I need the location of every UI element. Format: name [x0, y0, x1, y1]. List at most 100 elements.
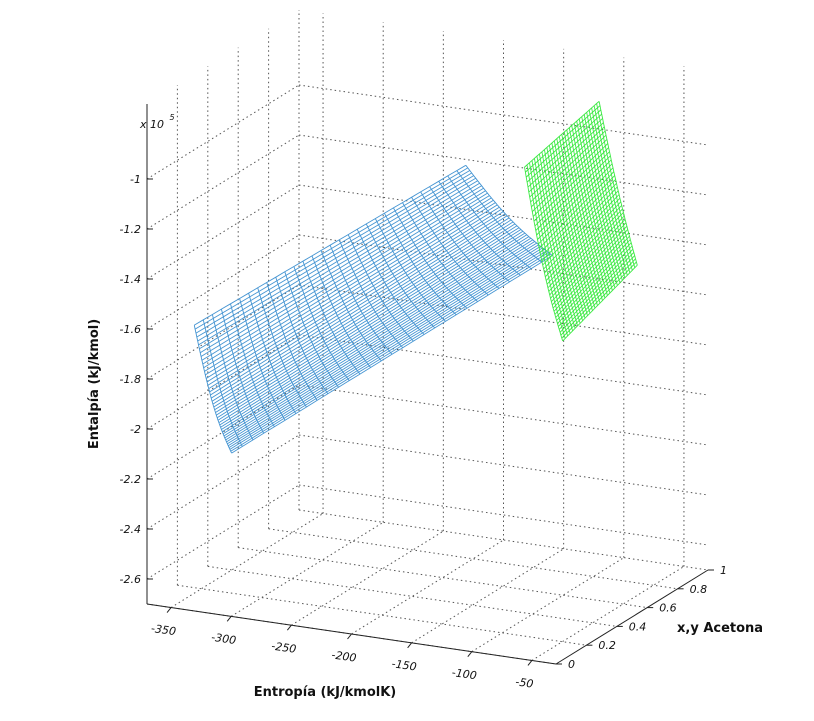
- grid-line: [531, 566, 685, 661]
- surface-mesh-line: [393, 207, 468, 309]
- surface-mesh-line: [593, 105, 633, 271]
- surface-mesh-line: [591, 107, 631, 273]
- grid-line: [146, 484, 300, 580]
- surface-mesh-line: [230, 303, 275, 427]
- x-tick-label: -200: [331, 648, 358, 664]
- surface-mesh-line: [293, 266, 350, 381]
- surface-mesh-line: [311, 255, 371, 368]
- grid-line: [146, 434, 300, 530]
- grid-line: [146, 284, 300, 380]
- surface-mesh-line: [384, 212, 457, 316]
- surface-mesh-line: [538, 153, 579, 326]
- grid-line: [146, 384, 300, 480]
- surface-mesh-line: [576, 121, 616, 289]
- grid-lines: [146, 10, 709, 665]
- surface-mesh-line: [543, 149, 584, 321]
- x-tick-mark: [286, 624, 292, 631]
- surface-mesh-line: [420, 191, 500, 289]
- surface-mesh-line: [598, 101, 638, 266]
- surface-mesh-line: [556, 138, 596, 309]
- surface-mesh-line: [578, 118, 618, 286]
- grid-line: [291, 530, 444, 626]
- surface-mesh-line: [566, 129, 606, 299]
- y-tick-label: 0.6: [659, 602, 677, 615]
- grid-line: [351, 539, 504, 635]
- z-tick-label: -1: [130, 173, 141, 186]
- surface-mesh-line: [338, 239, 404, 348]
- y-tick-label: 1: [720, 564, 727, 577]
- surface-mesh-line: [568, 127, 608, 296]
- surfaces: [193, 101, 638, 454]
- surface-1: [193, 164, 553, 454]
- grid-line: [298, 334, 709, 396]
- surface-mesh-line: [347, 234, 414, 342]
- grid-line: [238, 547, 648, 609]
- surface-mesh-line: [548, 145, 588, 316]
- grid-line: [471, 557, 625, 653]
- grid-line: [230, 521, 384, 617]
- y-tick-label: 0.4: [629, 620, 647, 633]
- surface-mesh-line: [546, 147, 586, 319]
- x-tick-mark: [467, 651, 473, 657]
- surface-mesh-line: [456, 170, 542, 263]
- surface-mesh-line: [239, 298, 286, 421]
- z-tick-label: -1.4: [120, 273, 141, 286]
- surface-mesh-line: [524, 167, 564, 342]
- grid-line: [298, 234, 709, 296]
- surface-mesh-line: [266, 282, 318, 401]
- y-tick-label: 0: [568, 658, 575, 671]
- surface-mesh-line: [374, 218, 446, 322]
- surface-mesh-line: [586, 112, 626, 278]
- z-axis-label: Entalpía (kJ/kmol): [87, 319, 102, 449]
- surface-2: [524, 101, 638, 342]
- z-tick-label: -1.8: [120, 373, 141, 386]
- tick-labels: -350 -300 -250 -200 -150 -100 -50 0 0.2 0.4 0.6 0.8…: [120, 173, 727, 691]
- surface-mesh-line: [529, 162, 569, 337]
- z-multiplier-label: x 10 5: [139, 113, 175, 131]
- surface-mesh-line: [320, 250, 382, 362]
- axes: [146, 104, 714, 666]
- z-tick-label: -1.6: [120, 323, 141, 336]
- x-axis-label: Entropía (kJ/kmolK): [254, 685, 397, 700]
- z-multiplier-exponent: 5: [170, 113, 175, 122]
- surface-mesh-line: [220, 308, 265, 434]
- surface-mesh-line: [438, 181, 521, 276]
- grid-line: [207, 565, 617, 627]
- z-tick-label: -2.4: [120, 523, 141, 536]
- surface-mesh-line: [402, 202, 478, 302]
- x-tick-mark: [226, 616, 232, 622]
- grid-line: [146, 234, 300, 330]
- surface-mesh-line: [596, 103, 636, 268]
- grid-line: [298, 134, 709, 196]
- surface-mesh-line: [583, 114, 623, 281]
- surface-mesh-line: [302, 261, 361, 375]
- grid-line: [298, 84, 709, 146]
- surface-mesh-line: [411, 197, 489, 296]
- surface-mesh-line: [447, 175, 532, 270]
- surface-mesh-line: [329, 245, 393, 355]
- grid-line: [298, 184, 709, 246]
- surface-mesh-line: [588, 110, 628, 276]
- surface-mesh-line: [248, 293, 297, 414]
- x-tick-label: -350: [150, 622, 177, 638]
- x-tick-label: -150: [391, 657, 418, 673]
- surface-mesh-line: [551, 142, 591, 314]
- surface-mesh-line: [541, 151, 581, 324]
- surface-mesh-line: [202, 319, 243, 447]
- surface-mesh-line: [526, 164, 566, 339]
- x-tick-label: -50: [515, 675, 535, 690]
- y-tick-label: 0.2: [598, 639, 616, 652]
- x-tick-label: -100: [451, 666, 478, 682]
- surface-mesh-line: [275, 277, 329, 395]
- z-tick-label: -1.2: [120, 223, 141, 236]
- surface-mesh-line: [536, 156, 576, 329]
- surface-mesh-line: [573, 123, 613, 291]
- surface-mesh-line: [553, 140, 593, 311]
- y-axis-line: [555, 569, 709, 665]
- y-tick-label: 0.8: [690, 583, 708, 596]
- surface-mesh-line: [563, 131, 603, 301]
- grid-line: [298, 434, 709, 496]
- x-tick-label: -300: [210, 631, 237, 647]
- surface-mesh-line: [558, 136, 598, 306]
